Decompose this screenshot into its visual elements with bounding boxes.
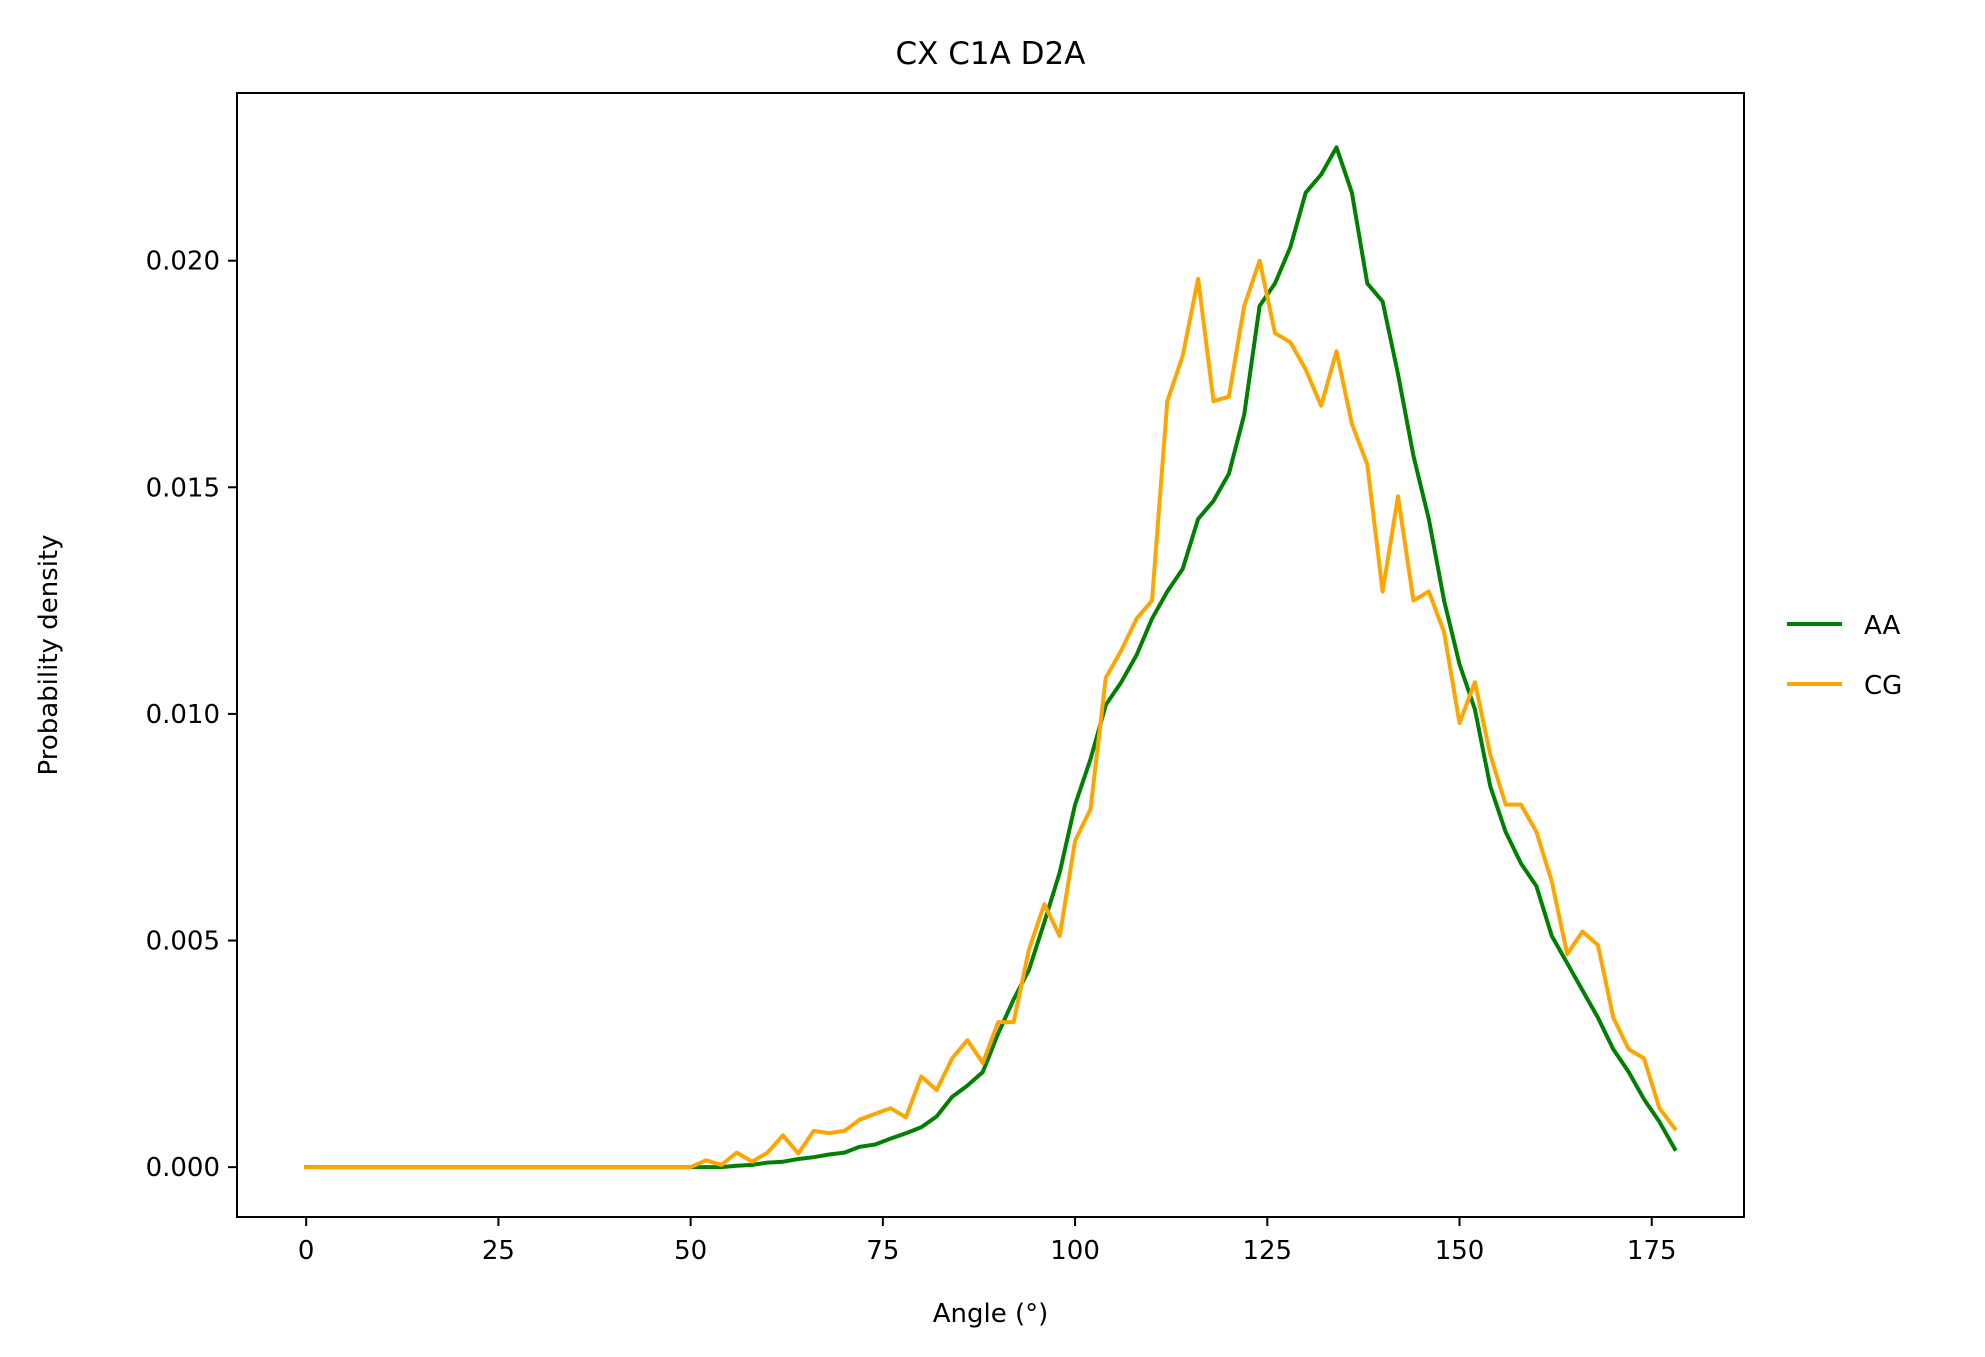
x-tick-label: 75 xyxy=(866,1236,899,1266)
x-tick-label: 175 xyxy=(1627,1236,1677,1266)
y-tick-label: 0.010 xyxy=(146,700,220,730)
y-axis: 0.000 0.005 0.010 0.015 0.020 xyxy=(146,247,237,1183)
plot-area xyxy=(236,92,1745,1218)
y-tick-label: 0.015 xyxy=(146,473,220,503)
x-tick-label: 100 xyxy=(1050,1236,1100,1266)
y-tick-label: 0.005 xyxy=(146,927,220,957)
y-axis-label: Probability density xyxy=(34,534,64,775)
legend: AA CG xyxy=(1787,611,1902,701)
legend-label-cg: CG xyxy=(1864,671,1902,701)
series-line-cg xyxy=(304,258,1678,1170)
legend-label-aa: AA xyxy=(1864,611,1901,641)
y-tick-label: 0.000 xyxy=(146,1153,220,1183)
x-tick-label: 0 xyxy=(298,1236,315,1266)
plot-frame xyxy=(236,92,1745,1218)
x-axis: 0 25 50 75 100 125 150 175 xyxy=(298,1217,1677,1266)
series-layer xyxy=(304,145,1678,1170)
x-tick-label: 125 xyxy=(1242,1236,1292,1266)
chart-title: CX C1A D2A xyxy=(896,36,1086,72)
y-tick-label: 0.020 xyxy=(146,247,220,277)
x-tick-label: 150 xyxy=(1435,1236,1485,1266)
x-axis-label: Angle (°) xyxy=(933,1299,1049,1329)
x-tick-label: 50 xyxy=(674,1236,707,1266)
x-tick-label: 25 xyxy=(482,1236,515,1266)
series-line-aa xyxy=(304,145,1678,1170)
